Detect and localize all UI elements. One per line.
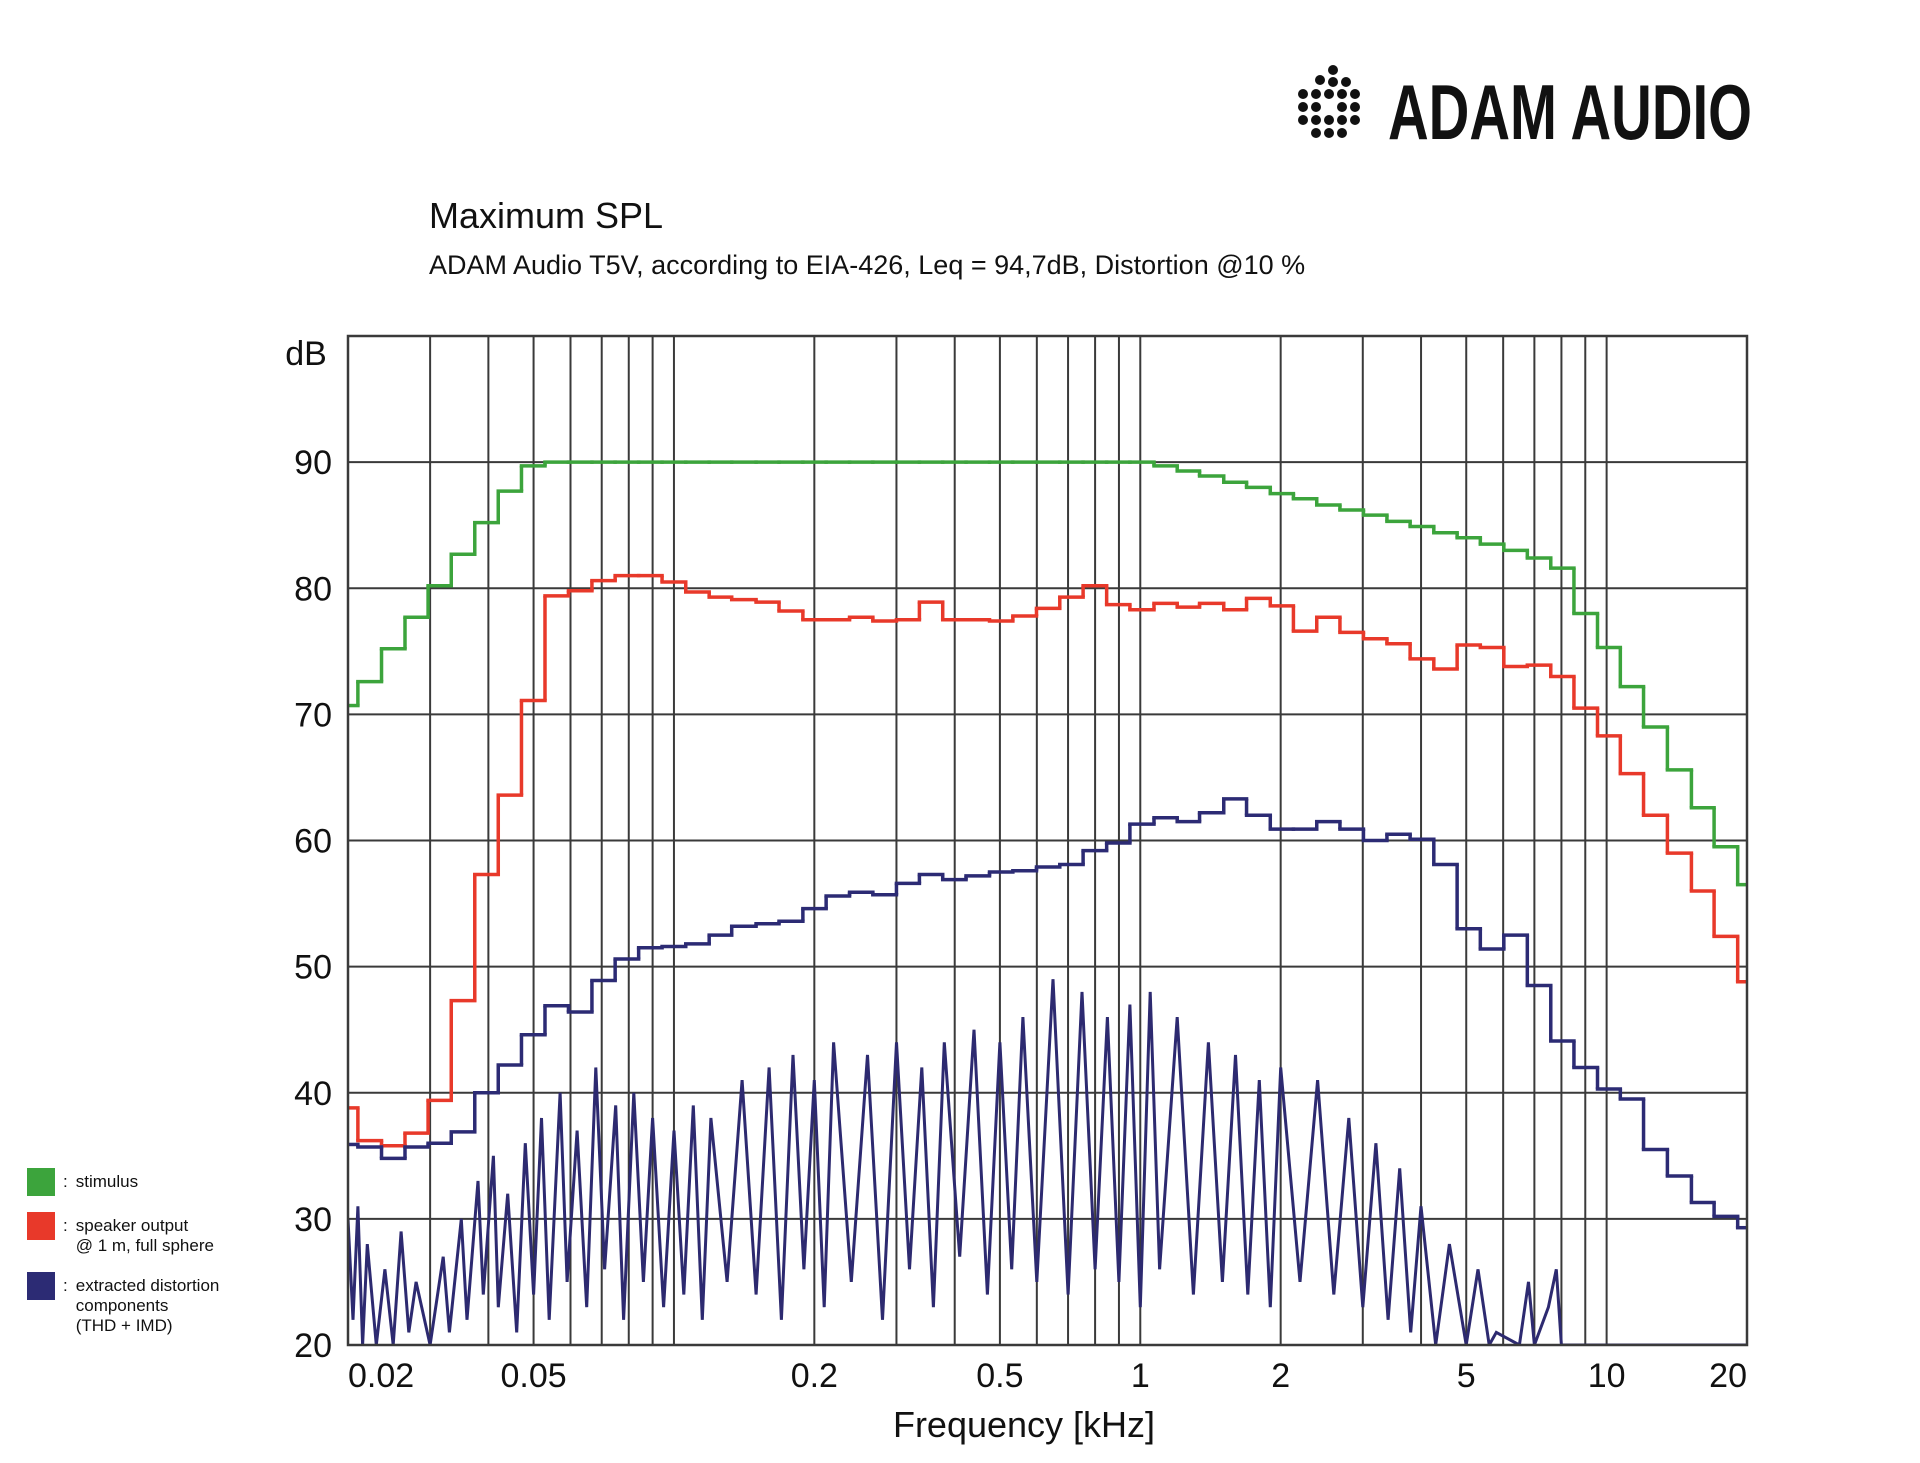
y-tick-label: 50 [294,949,332,987]
chart-subtitle: ADAM Audio T5V, according to EIA-426, Le… [429,250,1305,280]
x-tick-label: 20 [1709,1357,1747,1395]
legend-colon: : [63,1216,68,1235]
y-tick-label: 60 [294,823,332,861]
legend-label: extracted distortion components (THD + I… [75,1276,220,1335]
plot-frame [346,334,1749,1347]
legend-label: stimulus [75,1172,139,1191]
chart-title: Maximum SPL [429,195,663,236]
legend-swatch [27,1168,55,1196]
y-tick-label: 40 [294,1075,332,1113]
legend-item: : extracted distortion components (THD + … [27,1272,219,1336]
legend-colon: : [63,1172,68,1191]
x-tick-label: 5 [1457,1357,1476,1395]
x-tick-label: 0.02 [348,1357,414,1395]
series-step-line [348,797,1747,1230]
x-tick-label: 10 [1588,1357,1626,1395]
legend-swatch [27,1272,55,1300]
x-tick-label: 0.05 [500,1357,566,1395]
x-tick-label: 1 [1131,1357,1150,1395]
legend-item: : stimulus [27,1168,219,1196]
y-tick-label: 30 [294,1201,332,1239]
legend: : stimulus: speaker output @ 1 m, full sph… [27,1168,219,1352]
legend-item: : speaker output @ 1 m, full sphere [27,1212,219,1256]
distortion-spectrum [348,979,1747,1345]
x-tick-label: 0.2 [791,1357,838,1395]
y-tick-label: 70 [294,696,332,734]
series-step-line [348,460,1747,887]
legend-label: speaker output @ 1 m, full sphere [75,1216,214,1255]
x-tick-label: 2 [1271,1357,1290,1395]
y-tick-label: 80 [294,570,332,608]
logo-icon [1298,65,1360,138]
logo-text: ADAM AUDIO [1388,68,1752,156]
legend-colon: : [63,1276,68,1295]
y-tick-label: 90 [294,444,332,482]
y-axis-label: dB [285,335,327,373]
x-tick-label: 0.5 [976,1357,1023,1395]
series-step-line [348,573,1747,1148]
x-axis-label: Frequency [kHz] [893,1404,1155,1445]
legend-swatch [27,1212,55,1240]
y-tick-label: 20 [294,1327,332,1365]
